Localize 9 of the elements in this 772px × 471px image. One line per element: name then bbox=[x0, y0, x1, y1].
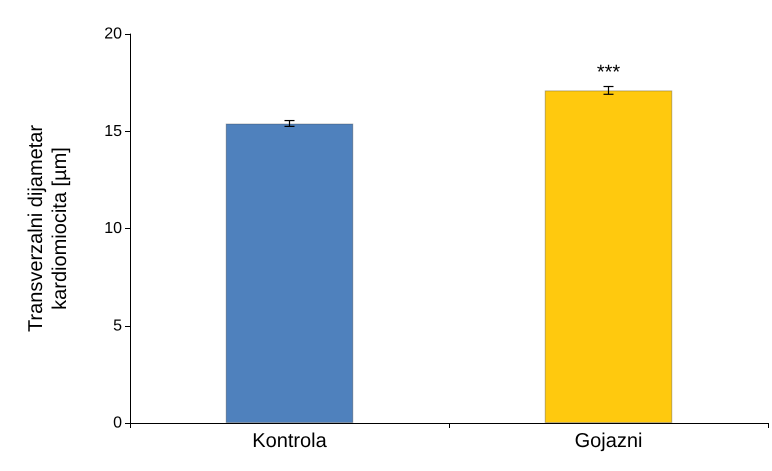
y-tick-label: 15 bbox=[104, 122, 122, 140]
y-tick-label: 20 bbox=[104, 26, 122, 42]
y-tick-label: 5 bbox=[113, 317, 122, 334]
y-axis-title: Transverzalni dijametar kardiomiocita [µm] bbox=[25, 124, 71, 332]
x-tick-label: Gojazni bbox=[574, 430, 642, 452]
y-tick-label: 10 bbox=[104, 220, 122, 237]
y-tick-label: 0 bbox=[113, 414, 122, 432]
annotation: *** bbox=[596, 62, 620, 84]
x-tick-label: Kontrola bbox=[252, 430, 328, 452]
